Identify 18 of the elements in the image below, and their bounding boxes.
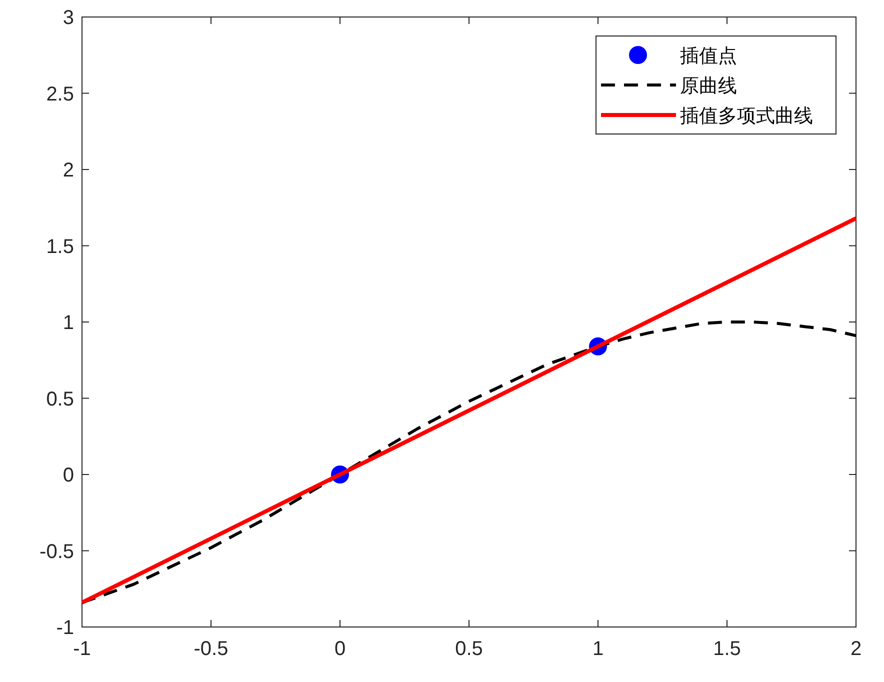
y-tick-label: 3	[62, 7, 74, 29]
x-tick-label: 1.5	[713, 638, 741, 660]
y-tick-label: -0.5	[40, 540, 74, 563]
x-tick-label: 1	[592, 638, 604, 660]
legend-label: 插值多项式曲线	[680, 106, 813, 127]
y-tick-label: 0.5	[46, 388, 74, 410]
x-tick-label: -0.5	[194, 638, 228, 660]
x-tick-label: 2	[850, 638, 862, 660]
y-tick-label: 2.5	[46, 83, 74, 106]
legend-label: 原曲线	[680, 76, 737, 97]
y-tick-label: 1.5	[46, 236, 74, 258]
legend-label: 插值点	[680, 46, 737, 67]
y-tick-label: 2	[62, 160, 74, 182]
y-tick-label: 0	[62, 464, 74, 486]
y-tick-label: -1	[56, 617, 74, 639]
x-tick-label: 0.5	[455, 638, 483, 660]
y-tick-label: 1	[62, 312, 74, 334]
x-tick-label: 0	[334, 638, 346, 660]
